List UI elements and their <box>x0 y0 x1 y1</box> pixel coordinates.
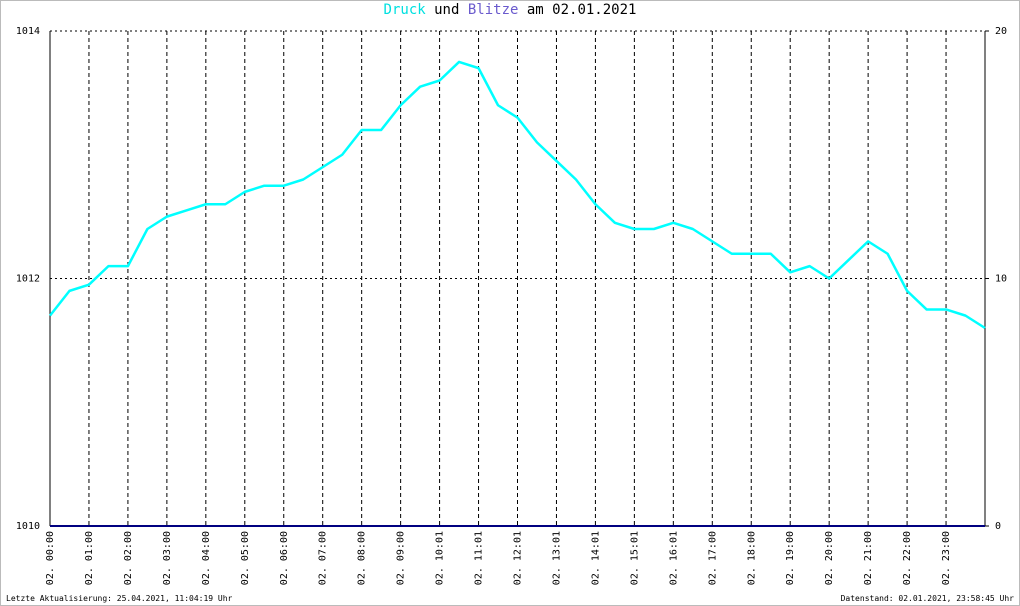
x-tick-label: 02. 09:00 <box>396 531 407 585</box>
x-tick-label: 02. 19:00 <box>785 531 796 585</box>
x-tick-label: 02. 12:01 <box>513 531 524 585</box>
y-tick-label: 1012 <box>16 274 40 285</box>
footer-left: Letzte Aktualisierung: 25.04.2021, 11:04… <box>6 594 233 603</box>
x-tick-label: 02. 01:00 <box>84 531 95 585</box>
x-tick-label: 02. 04:00 <box>201 531 212 585</box>
title-und: und <box>434 2 459 18</box>
y-tick-label: 1010 <box>16 521 40 532</box>
x-tick-label: 02. 16:01 <box>668 531 679 585</box>
title-druck: Druck <box>384 2 427 18</box>
title-date: am 02.01.2021 <box>527 2 637 18</box>
x-tick-label: 02. 18:00 <box>746 531 757 585</box>
x-tick-label: 02. 10:01 <box>435 531 446 585</box>
y2-tick-label: 20 <box>995 26 1007 37</box>
x-tick-label: 02. 21:00 <box>863 531 874 585</box>
x-tick-label: 02. 22:00 <box>902 531 913 585</box>
title-blitze: Blitze <box>468 2 519 18</box>
x-tick-label: 02. 17:00 <box>707 531 718 585</box>
x-tick-label: 02. 14:01 <box>590 531 601 585</box>
x-tick-label: 02. 00:00 <box>45 531 56 585</box>
x-tick-label: 02. 15:01 <box>629 531 640 585</box>
y2-tick-label: 0 <box>995 521 1001 532</box>
x-tick-label: 02. 08:00 <box>357 531 368 585</box>
x-tick-label: 02. 05:00 <box>240 531 251 585</box>
chart-title: Druck und Blitze am 02.01.2021 <box>384 2 637 18</box>
x-tick-label: 02. 13:01 <box>551 531 562 585</box>
footer-right: Datenstand: 02.01.2021, 23:58:45 Uhr <box>841 594 1015 603</box>
x-tick-label: 02. 20:00 <box>824 531 835 585</box>
x-tick-label: 02. 23:00 <box>941 531 952 585</box>
x-tick-label: 02. 06:00 <box>279 531 290 585</box>
y-tick-label: 1014 <box>16 26 40 37</box>
y2-tick-label: 10 <box>995 274 1007 285</box>
series-line <box>49 60 986 330</box>
x-tick-label: 02. 02:00 <box>123 531 134 585</box>
x-tick-label: 02. 07:00 <box>318 531 329 585</box>
x-tick-label: 02. 03:00 <box>162 531 173 585</box>
x-tick-label: 02. 11:01 <box>474 531 485 585</box>
